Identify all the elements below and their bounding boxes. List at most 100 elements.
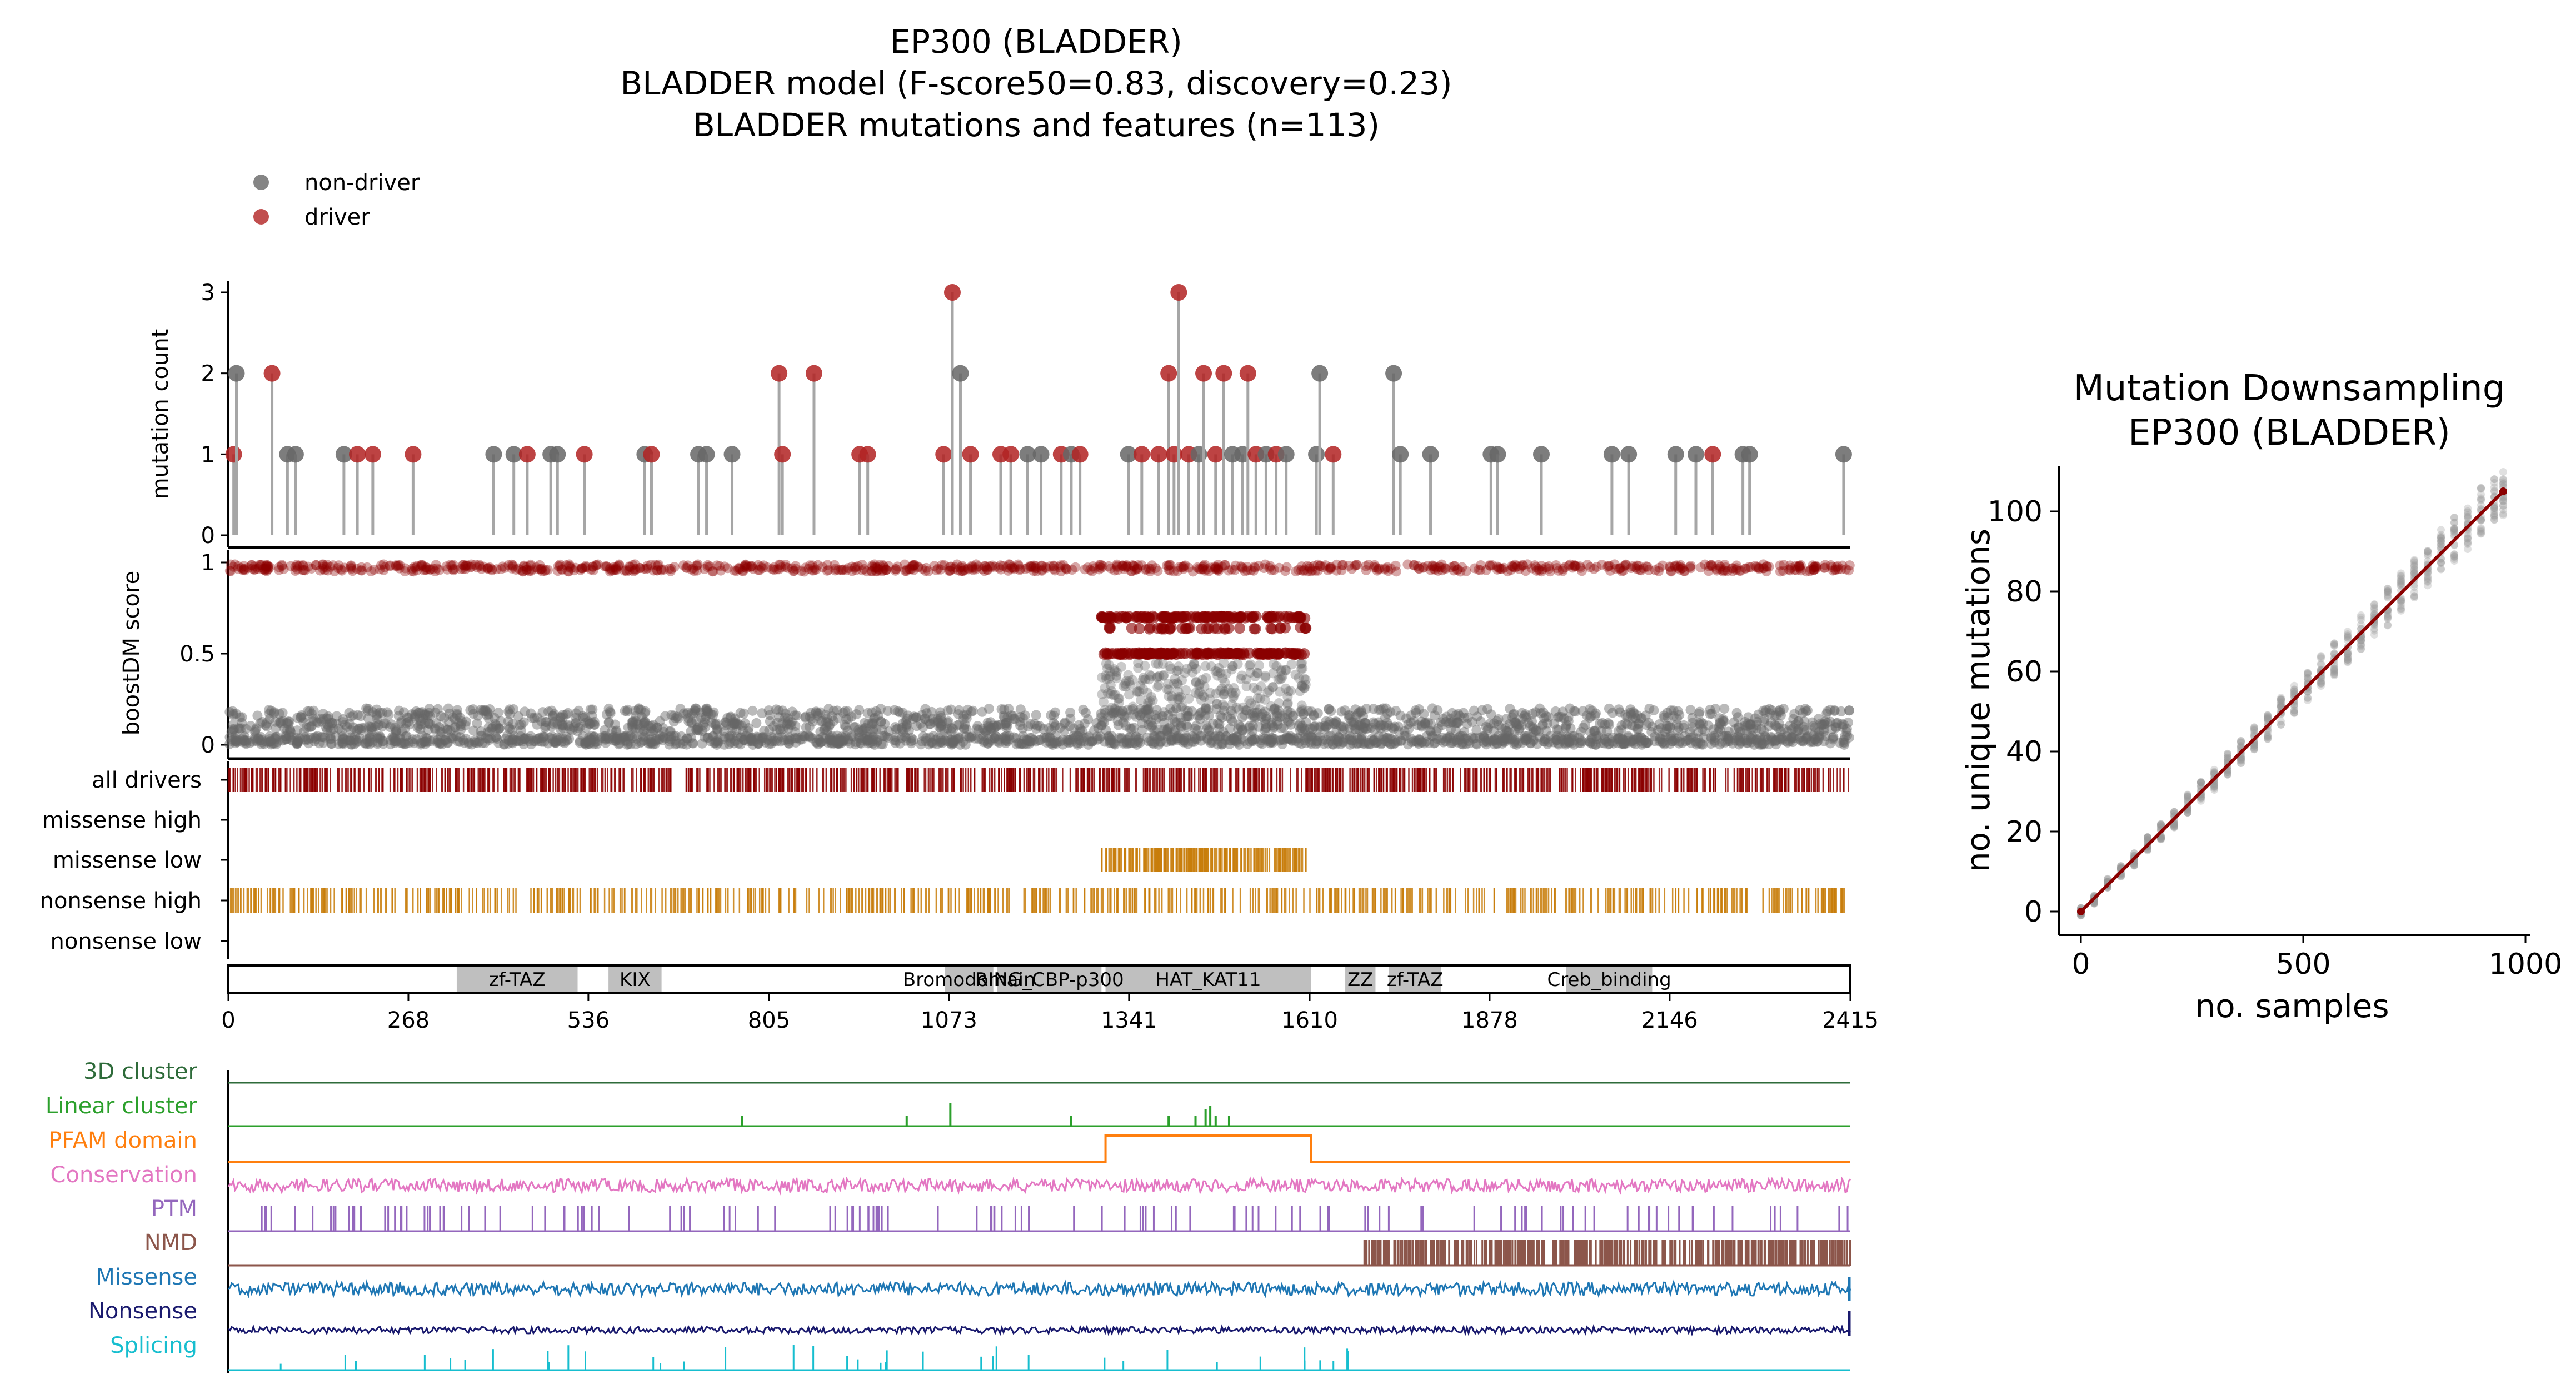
lollipop-head <box>576 446 593 462</box>
boostdm-point-nondriver <box>1603 733 1613 743</box>
boostdm-point-nondriver <box>854 705 864 715</box>
boostdm-point-nondriver <box>1578 723 1588 733</box>
boostdm-point-nondriver <box>1041 738 1051 748</box>
boostdm-point-nondriver <box>1431 726 1441 736</box>
boostdm-point-driver <box>1181 611 1192 622</box>
boostdm-point-driver <box>422 563 432 573</box>
boostdm-point-nondriver <box>729 738 739 748</box>
boostdm-point-nondriver <box>1196 731 1206 741</box>
boostdm-point-driver <box>1179 564 1189 574</box>
boostdm-point-driver <box>1246 611 1257 623</box>
boostdm-point-driver <box>239 561 249 571</box>
boostdm-point-nondriver <box>1260 734 1270 744</box>
boostdm-point-driver <box>977 564 987 574</box>
boostdm-point-nondriver <box>1535 704 1545 714</box>
boostdm-point-nondriver <box>622 706 632 716</box>
boostdm-point-nondriver <box>363 737 373 747</box>
boostdm-point-nondriver <box>1214 663 1224 673</box>
boostdm-point-driver <box>1679 566 1689 576</box>
lollipop-head <box>1620 446 1637 462</box>
boostdm-point-driver <box>566 563 576 573</box>
boostdm-point-nondriver <box>1249 683 1259 693</box>
boostdm-point-nondriver <box>468 725 478 735</box>
boostdm-point-driver <box>1266 611 1277 622</box>
boostdm-point-nondriver <box>759 726 769 736</box>
boostdm-point-driver <box>1061 564 1071 574</box>
boostdm-point-nondriver <box>1207 736 1217 746</box>
boostdm-point-nondriver <box>1055 723 1065 733</box>
lollipop-head <box>1150 446 1167 462</box>
boostdm-point-nondriver <box>1707 709 1717 719</box>
boostdm-point-nondriver <box>1427 703 1437 713</box>
boostdm-point-nondriver <box>1625 708 1635 718</box>
boostdm-point-nondriver <box>313 718 323 728</box>
boostdm-point-driver <box>1104 622 1115 633</box>
boostdm-point-nondriver <box>936 721 946 731</box>
boostdm-point-nondriver <box>482 707 492 717</box>
boostdm-point-nondriver <box>443 725 453 735</box>
boostdm-point-nondriver <box>906 733 916 743</box>
boostdm-point-nondriver <box>1218 700 1228 710</box>
boostdm-point-nondriver <box>1079 736 1089 746</box>
lollipop-head <box>549 446 566 462</box>
boostdm-point-nondriver <box>1520 711 1530 721</box>
boostdm-point-nondriver <box>1217 738 1227 748</box>
boostdm-point-nondriver <box>1324 704 1334 714</box>
boostdm-point-driver <box>478 562 488 572</box>
boostdm-point-nondriver <box>1742 735 1752 745</box>
boostdm-point-driver <box>1198 611 1209 622</box>
boostdm-point-nondriver <box>272 732 282 742</box>
boostdm-point-nondriver <box>1279 723 1289 733</box>
boostdm-point-nondriver <box>453 736 463 746</box>
driver-track-label: all drivers <box>92 768 202 793</box>
boostdm-point-nondriver <box>228 735 238 745</box>
boostdm-point-nondriver <box>1289 711 1299 721</box>
boostdm-point-nondriver <box>1484 734 1494 744</box>
boostdm-point-nondriver <box>1732 708 1742 718</box>
boostdm-point-nondriver <box>1244 661 1254 671</box>
boostdm-point-driver <box>1347 564 1357 574</box>
boostdm-point-nondriver <box>334 739 344 749</box>
boostdm-point-driver <box>323 565 333 575</box>
boostdm-point-nondriver <box>1527 722 1537 732</box>
lollipop-head <box>264 365 281 382</box>
legend-nondriver-label: non-driver <box>304 170 420 196</box>
boostdm-point-driver <box>1156 648 1167 659</box>
boostdm-point-nondriver <box>1252 668 1262 678</box>
boostdm-point-driver <box>1476 560 1486 570</box>
boostdm-point-nondriver <box>1641 720 1651 730</box>
boostdm-point-nondriver <box>702 704 712 714</box>
boostdm-point-nondriver <box>977 707 987 717</box>
boostdm-point-nondriver <box>643 721 653 731</box>
lollipop-head <box>1489 446 1506 462</box>
boostdm-point-nondriver <box>997 704 1007 714</box>
boostdm-point-nondriver <box>1814 733 1824 743</box>
boostdm-point-nondriver <box>709 738 719 748</box>
boostdm-point-driver <box>518 566 528 576</box>
lollipop-head <box>771 365 787 382</box>
boostdm-point-nondriver <box>1699 733 1709 743</box>
boostdm-point-driver <box>803 564 813 574</box>
boostdm-point-nondriver <box>1260 673 1270 683</box>
boostdm-point-driver <box>1409 560 1419 570</box>
boostdm-point-nondriver <box>1662 708 1672 718</box>
boostdm-point-nondriver <box>1134 733 1144 743</box>
boostdm-point-nondriver <box>352 725 362 735</box>
boostdm-point-driver <box>908 561 918 571</box>
mutation-count-ytick-label: 3 <box>201 280 215 306</box>
lollipop-head <box>1835 446 1852 462</box>
boostdm-point-driver <box>1778 566 1788 576</box>
boostdm-point-nondriver <box>1723 736 1733 746</box>
boostdm-point-nondriver <box>1444 718 1454 728</box>
lollipop-head <box>1325 446 1341 462</box>
boostdm-point-driver <box>1102 648 1113 659</box>
boostdm-point-driver <box>1506 565 1516 575</box>
boostdm-point-nondriver <box>868 719 878 729</box>
boostdm-point-nondriver <box>1002 721 1012 731</box>
boostdm-point-nondriver <box>1133 663 1143 673</box>
boostdm-point-nondriver <box>610 719 620 729</box>
boostdm-point-nondriver <box>692 725 702 735</box>
boostdm-point-nondriver <box>540 723 550 733</box>
legend-driver-label: driver <box>304 205 370 230</box>
